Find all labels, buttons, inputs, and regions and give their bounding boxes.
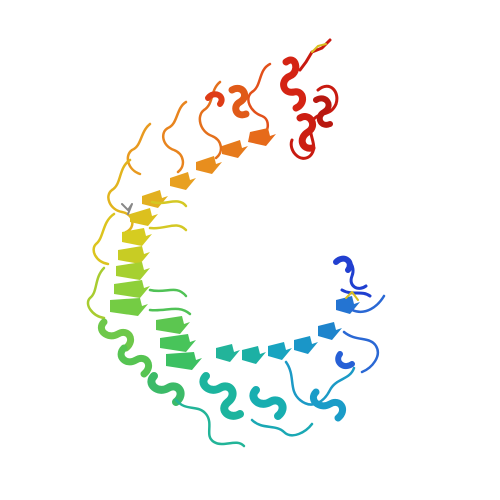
- ligand-stick: [121, 203, 133, 215]
- cyan-strand-2: [294, 336, 318, 354]
- teal-strand-2: [242, 346, 266, 364]
- disulfide-top: [311, 43, 327, 53]
- top-loop-1: [247, 62, 272, 142]
- yellow-strand-2: [130, 208, 158, 226]
- top-strand-1: [248, 128, 276, 146]
- yellow-strand-1: [142, 190, 168, 208]
- blue-strand-2: [336, 296, 360, 314]
- yellow-loop-2: [92, 212, 116, 266]
- blue-helix-1: [335, 351, 355, 370]
- yellow-loop-1: [107, 158, 134, 234]
- green-loop-2: [148, 288, 192, 316]
- yellow-repeats: [92, 158, 188, 266]
- teal-repeats: [174, 344, 314, 448]
- top-strand-4: [170, 172, 196, 190]
- teal-strand-1: [216, 344, 240, 362]
- top-loop-4: [126, 122, 152, 176]
- n-terminal-loop: [336, 257, 372, 298]
- top-helix-1: [228, 85, 250, 119]
- green-strand-3: [166, 352, 202, 370]
- top-strand-2: [222, 140, 248, 158]
- blue-loop-1: [342, 294, 386, 374]
- green-repeats: [86, 262, 202, 406]
- top-helix-2: [205, 91, 225, 107]
- lime-strand-1: [116, 262, 150, 280]
- teal-loop-2: [250, 418, 314, 437]
- green-helix-2: [117, 344, 152, 378]
- yellow-strand-3: [122, 228, 152, 246]
- top-loop-3: [161, 100, 188, 174]
- yellow-loop-3: [148, 200, 188, 232]
- disulfide-bottom: [345, 291, 359, 301]
- c-terminal-helix-1: [280, 56, 306, 112]
- lime-strand-3: [110, 298, 148, 316]
- top-repeats: [126, 62, 276, 190]
- teal-helix-2: [249, 386, 287, 420]
- green-strand-1: [156, 316, 190, 334]
- n-terminal-helix: [333, 255, 353, 273]
- teal-loop-1: [174, 398, 246, 448]
- c-terminal-helix-2: [296, 113, 316, 152]
- cyan-strand-1: [268, 342, 292, 360]
- top-strand-3: [196, 156, 222, 174]
- c-terminal-region: [280, 38, 339, 160]
- blue-strand-1: [318, 322, 342, 340]
- lime-loop-1: [86, 266, 106, 320]
- green-helix-1: [97, 318, 134, 352]
- green-helix-3: [147, 372, 185, 406]
- teal-helix-1: [199, 372, 244, 420]
- green-strand-2: [160, 334, 196, 352]
- yellow-strand-4: [118, 246, 150, 264]
- cyan-helix-1: [309, 388, 346, 422]
- blue-repeats: [268, 255, 386, 422]
- lime-strand-2: [114, 280, 150, 298]
- c-terminal-helix-3: [313, 95, 333, 128]
